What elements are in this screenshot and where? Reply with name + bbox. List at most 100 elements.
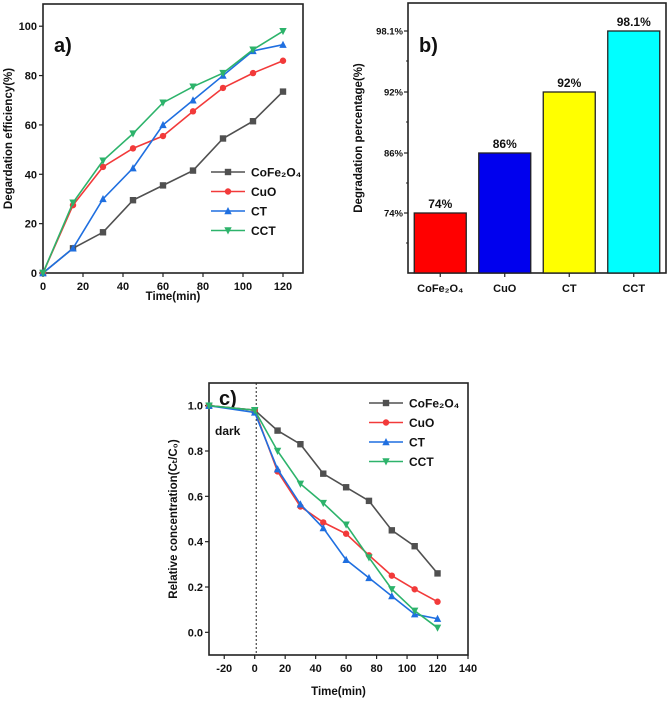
plot-frame	[42, 3, 304, 274]
data-point	[342, 484, 350, 491]
series-line	[208, 404, 438, 620]
data-point	[410, 607, 419, 615]
data-point	[159, 182, 167, 189]
x-tick-label: 100	[234, 281, 252, 293]
x-tick-label: 60	[340, 663, 352, 675]
data-point	[433, 624, 442, 632]
data-point	[388, 572, 396, 579]
data-point	[279, 27, 287, 36]
data-point	[159, 99, 167, 107]
chart-panel-2: -20 0 20 40 60 80 100 120 140 0.0 0.2 0.4 0.6 0.8 1.0 T…	[168, 382, 477, 698]
series-line	[208, 404, 439, 629]
chart-panel-0: 0 20 40 60 80 100 120 0 20 40 60 80 100 Time(min) Dega…	[3, 3, 304, 303]
y-tick-label: 86%	[384, 149, 404, 160]
x-tick-label: 40	[117, 281, 129, 293]
bar-value-label: 98.1%	[617, 15, 651, 29]
plot-frame	[208, 382, 469, 656]
data-point	[99, 229, 107, 236]
x-tick-label: -20	[216, 663, 232, 675]
x-tick-label: 140	[459, 663, 477, 675]
panel-label: b)	[419, 35, 438, 57]
plot-frame	[407, 2, 667, 274]
legend-label: CoFe₂O₄	[251, 166, 302, 180]
data-point	[434, 598, 441, 605]
x-tick-label: 0	[252, 663, 258, 675]
legend-label: CCT	[409, 455, 434, 469]
data-point	[365, 573, 373, 582]
legend-marker	[382, 419, 390, 426]
y-axis-label: Degradation percentage(%)	[353, 63, 365, 213]
x-tick-label: CT	[562, 283, 577, 295]
panel-label: a)	[54, 35, 72, 57]
legend-marker	[224, 227, 232, 235]
data-point	[219, 69, 227, 78]
x-tick-label: 120	[428, 663, 446, 675]
data-point	[219, 84, 227, 92]
data-point	[279, 88, 287, 95]
data-point	[365, 554, 373, 562]
bar	[542, 91, 596, 274]
bar	[478, 152, 532, 274]
data-point	[159, 120, 167, 129]
y-tick-label: 92%	[384, 88, 404, 99]
data-point	[189, 108, 197, 115]
legend-marker	[224, 188, 232, 195]
legend-marker	[224, 207, 232, 215]
y-tick-label: 40	[25, 169, 37, 181]
data-point	[433, 614, 442, 622]
data-point	[411, 586, 418, 593]
bar	[607, 30, 661, 274]
series-line	[42, 43, 284, 274]
series-line	[42, 30, 284, 274]
data-point	[296, 500, 305, 508]
data-point	[279, 57, 287, 64]
legend-label: CT	[251, 205, 268, 219]
y-tick-label: 100	[19, 21, 37, 33]
legend-label: CT	[409, 436, 426, 450]
y-tick-label: 0.2	[188, 582, 203, 594]
data-point	[205, 402, 213, 410]
y-axis-label: Relative concentration(Cₜ/C₀)	[168, 439, 180, 599]
data-point	[342, 555, 350, 563]
data-point	[273, 465, 282, 473]
data-point	[320, 470, 327, 477]
bar	[413, 212, 467, 274]
data-point	[249, 69, 257, 77]
x-tick-label: 20	[77, 281, 89, 293]
y-tick-label: 20	[25, 219, 37, 231]
legend-marker	[382, 458, 390, 466]
y-tick-label: 0.6	[188, 491, 203, 503]
data-point	[279, 40, 287, 48]
legend-label: CuO	[251, 185, 276, 199]
data-point	[129, 196, 137, 204]
data-point	[342, 521, 350, 529]
legend-label: CuO	[409, 416, 434, 430]
data-point	[411, 543, 418, 550]
legend-label: CoFe₂O₄	[409, 397, 460, 411]
y-tick-label: 60	[25, 120, 37, 132]
series-ct: CT	[205, 401, 442, 622]
data-point	[129, 145, 137, 152]
data-point	[219, 135, 227, 142]
y-tick-label: 0.4	[188, 537, 204, 549]
data-point	[189, 167, 197, 174]
bar-value-label: 86%	[493, 137, 517, 151]
data-point	[320, 519, 327, 526]
annotation-dark: dark	[215, 424, 241, 438]
y-tick-label: 0	[31, 268, 37, 280]
data-point	[319, 524, 327, 532]
legend-marker	[382, 438, 390, 446]
series-ct: CT	[39, 40, 287, 277]
data-point	[129, 164, 137, 172]
series-line	[208, 404, 439, 574]
series-cct: CCT	[205, 402, 442, 632]
x-tick-label: CoFe₂O₄	[417, 283, 463, 295]
y-tick-label: 74%	[384, 209, 404, 220]
x-axis-label: Time(min)	[146, 291, 201, 303]
y-tick-label: 1.0	[188, 401, 203, 413]
data-point	[99, 163, 107, 171]
data-point	[189, 96, 197, 104]
chart-panel-1: 74% 86% 92% 98.1% 74% CoFe₂O₄ 86% CuO 92% CT 98.1%…	[353, 2, 667, 295]
data-point	[249, 118, 257, 125]
